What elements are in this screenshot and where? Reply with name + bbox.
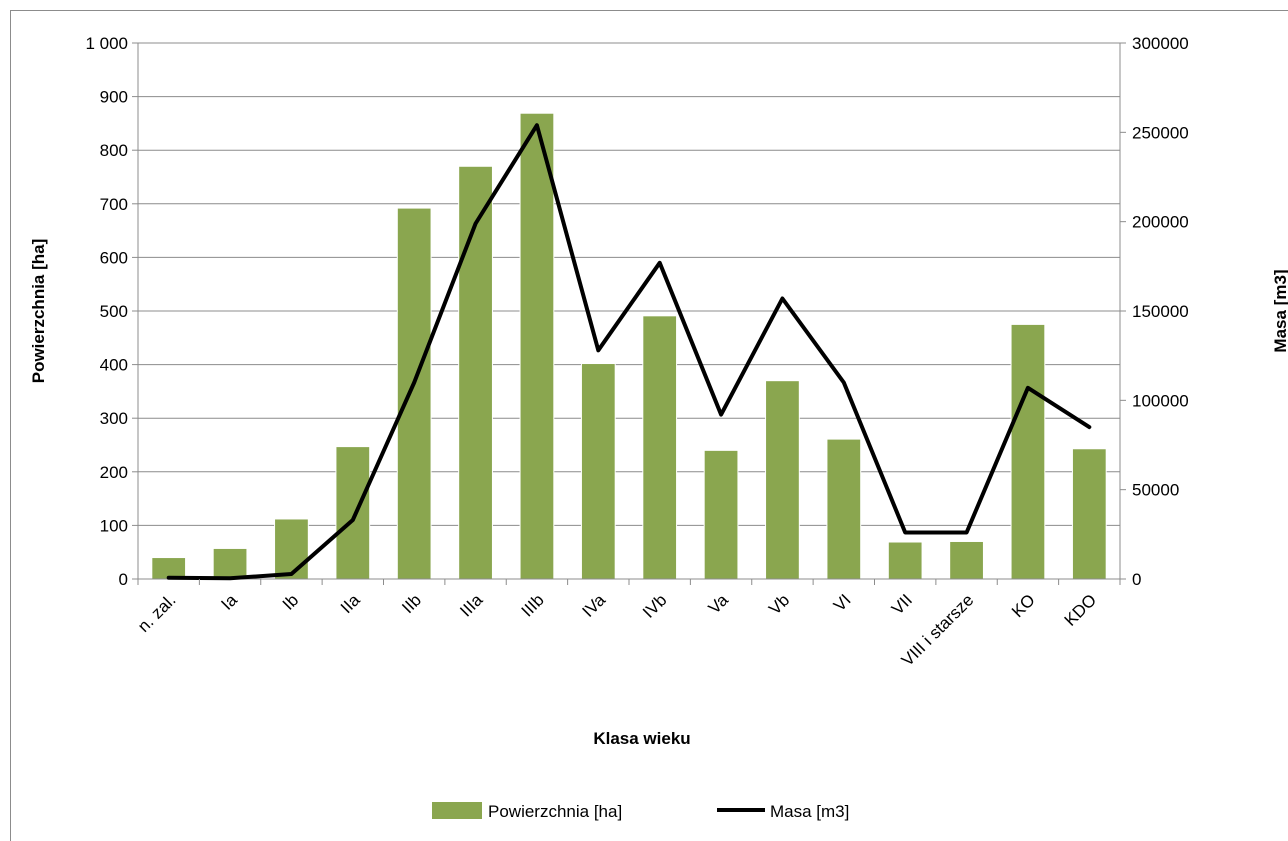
x-tick-label: Ib xyxy=(279,590,302,613)
x-tick-label: KDO xyxy=(1061,590,1100,629)
y-right-tick-label: 150000 xyxy=(1132,302,1189,321)
x-tick-label: KO xyxy=(1008,590,1039,621)
x-tick-label: Va xyxy=(705,590,733,618)
y-left-tick-label: 800 xyxy=(100,141,128,160)
bar xyxy=(1071,448,1107,580)
y-left-tick-label: 200 xyxy=(100,463,128,482)
bar xyxy=(642,315,678,580)
y-left-tick-label: 500 xyxy=(100,302,128,321)
y-left-tick-label: 1 000 xyxy=(85,34,128,53)
x-axis-ticks: n. zal. Ia Ib IIa IIb IIIa IIIb IVa IVb Va Vb VI VII… xyxy=(134,579,1121,670)
series-line-masa xyxy=(166,123,1092,581)
x-tick-label: IIb xyxy=(398,590,425,617)
y-right-tick-label: 100000 xyxy=(1132,391,1189,410)
bar xyxy=(887,541,923,580)
bar xyxy=(580,363,616,580)
line-series xyxy=(166,123,1092,581)
bar xyxy=(949,540,984,580)
legend-swatch-bar xyxy=(432,802,482,819)
x-tick-label: IVb xyxy=(639,590,670,621)
x-tick-label: IIIb xyxy=(518,590,548,620)
x-tick-label: IIIa xyxy=(456,590,487,621)
bar xyxy=(212,547,248,580)
y-left-tick-label: 600 xyxy=(100,248,128,267)
chart-frame xyxy=(10,10,1288,841)
y-right-tick-label: 250000 xyxy=(1132,123,1189,142)
y-right-tick-label: 50000 xyxy=(1132,481,1179,500)
legend: Powierzchnia [ha] Masa [m3] xyxy=(432,802,849,821)
y-axis-left-ticks: 0 100 200 300 400 500 600 700 800 900 1 000 xyxy=(85,34,128,589)
y-right-tick-label: 200000 xyxy=(1132,213,1189,232)
x-tick-label: IVa xyxy=(579,590,610,621)
y-axis-right-title: Masa [m3] xyxy=(1271,269,1288,352)
bar-series xyxy=(151,112,1107,580)
bar xyxy=(1010,323,1046,580)
y-axis-right-ticks: 0 50000 100000 150000 200000 250000 300000 xyxy=(1120,34,1189,589)
x-tick-label: IIa xyxy=(337,590,364,617)
legend-label-line: Masa [m3] xyxy=(770,802,849,821)
x-tick-label: VII xyxy=(888,590,916,618)
y-right-tick-label: 0 xyxy=(1132,570,1141,589)
bar xyxy=(396,207,432,580)
x-tick-label: Vb xyxy=(765,590,793,618)
x-tick-label: VI xyxy=(830,590,855,615)
y-left-tick-label: 100 xyxy=(100,516,128,535)
y-left-tick-label: 300 xyxy=(100,409,128,428)
bar xyxy=(458,165,493,580)
x-tick-label: n. zal. xyxy=(134,590,180,636)
bar xyxy=(765,380,800,580)
bar xyxy=(335,446,371,580)
bar xyxy=(274,518,309,580)
legend-label-bar: Powierzchnia [ha] xyxy=(488,802,622,821)
x-tick-label: Ia xyxy=(217,590,241,614)
y-left-tick-label: 0 xyxy=(119,570,128,589)
y-left-tick-label: 900 xyxy=(100,88,128,107)
x-axis-title: Klasa wieku xyxy=(593,729,690,748)
y-right-tick-label: 300000 xyxy=(1132,34,1189,53)
y-left-tick-label: 400 xyxy=(100,356,128,375)
bar xyxy=(826,438,862,580)
bar xyxy=(703,449,739,580)
y-left-tick-label: 700 xyxy=(100,195,128,214)
bar xyxy=(519,112,555,580)
y-axis-left-title: Powierzchnia [ha] xyxy=(29,239,48,384)
